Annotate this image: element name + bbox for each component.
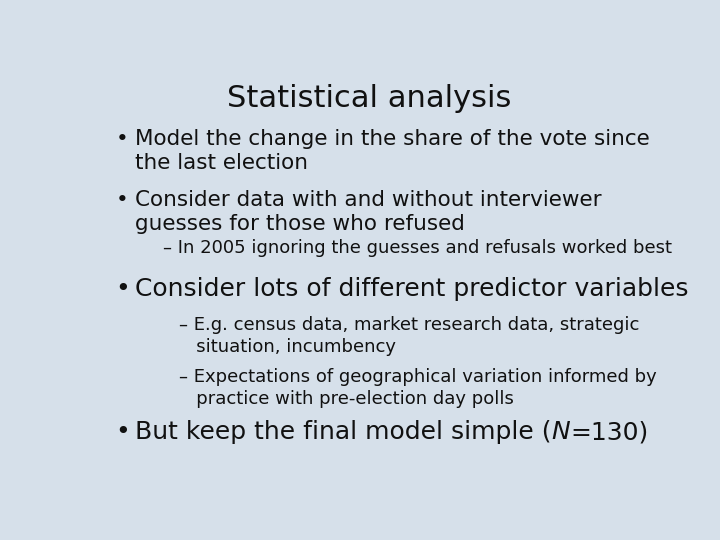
Text: •: • xyxy=(115,420,130,444)
Text: – In 2005 ignoring the guesses and refusals worked best: – In 2005 ignoring the guesses and refus… xyxy=(163,239,672,258)
Text: Model the change in the share of the vote since
the last election: Model the change in the share of the vot… xyxy=(135,129,649,173)
Text: •: • xyxy=(116,129,129,149)
Text: Consider lots of different predictor variables: Consider lots of different predictor var… xyxy=(135,277,688,301)
Text: N: N xyxy=(551,420,570,444)
Text: •: • xyxy=(116,190,129,210)
Text: •: • xyxy=(115,277,130,301)
Text: Consider data with and without interviewer
guesses for those who refused: Consider data with and without interview… xyxy=(135,190,601,233)
Text: – Expectations of geographical variation informed by
   practice with pre-electi: – Expectations of geographical variation… xyxy=(179,368,657,408)
Text: – E.g. census data, market research data, strategic
   situation, incumbency: – E.g. census data, market research data… xyxy=(179,316,639,356)
Text: Statistical analysis: Statistical analysis xyxy=(227,84,511,112)
Text: =130): =130) xyxy=(570,420,648,444)
Text: But keep the final model simple (: But keep the final model simple ( xyxy=(135,420,551,444)
